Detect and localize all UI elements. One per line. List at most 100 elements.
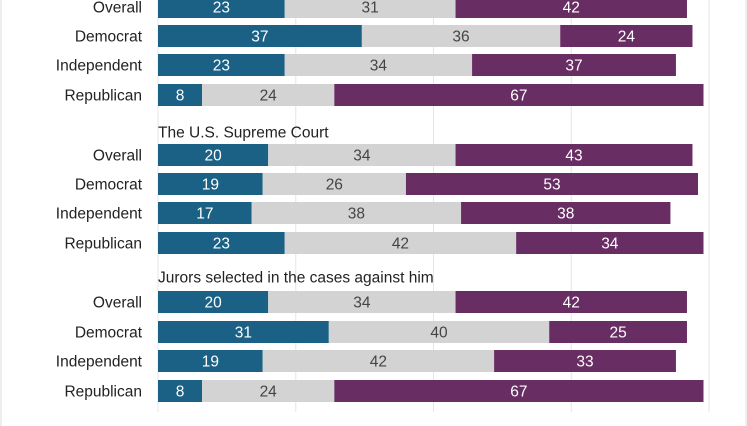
data-label: 24: [260, 384, 278, 401]
data-label: 26: [326, 177, 343, 194]
data-label: 19: [202, 177, 219, 194]
panel-title: Jurors selected in the cases against him: [158, 270, 434, 287]
data-label: 31: [235, 325, 252, 342]
bar-segment: [158, 291, 269, 313]
row-label: Republican: [64, 88, 142, 105]
bar-row: Independent 17 38 38: [56, 202, 671, 224]
bar-row: Republican 8 24 67: [64, 84, 704, 106]
bar-segment: [202, 84, 335, 106]
bar-segment: [158, 0, 285, 18]
bar-segment: [158, 54, 285, 76]
bar-row: Democrat 19 26 53: [75, 173, 698, 195]
data-label: 20: [204, 148, 222, 165]
bar-segment: [158, 380, 203, 402]
bar-segment: [158, 202, 252, 224]
bar-segment: [262, 173, 406, 195]
data-label: 38: [557, 206, 574, 223]
data-label: 53: [543, 177, 560, 194]
row-label: Overall: [93, 148, 142, 165]
bar-segment: [461, 202, 671, 224]
data-label: 24: [618, 29, 636, 46]
bar-segment: [158, 84, 203, 106]
data-label: 34: [353, 295, 371, 312]
row-label: Independent: [56, 206, 143, 223]
data-label: 34: [353, 148, 371, 165]
data-label: 36: [452, 29, 469, 46]
panel-title: The U.S. Supreme Court: [158, 125, 329, 142]
row-label: Independent: [56, 354, 143, 371]
bar-segment: [158, 144, 269, 166]
bar-segment: [334, 380, 704, 402]
bar-row: Independent 23 34 37: [56, 54, 676, 76]
data-label: 42: [563, 295, 580, 312]
bar-segment: [328, 321, 550, 343]
data-label: 24: [260, 88, 278, 105]
bar-row: Republican 8 24 67: [64, 380, 704, 402]
bar-segment: [455, 0, 687, 18]
row-label: Republican: [64, 236, 142, 253]
data-label: 67: [510, 88, 527, 105]
bar-segment: [158, 321, 329, 343]
bar-segment: [361, 25, 561, 47]
row-label: Democrat: [75, 29, 143, 46]
data-label: 67: [510, 384, 527, 401]
bar-segment: [549, 321, 687, 343]
bar-row: Republican 23 42 34: [64, 232, 704, 254]
bar-row: Independent 19 42 33: [56, 350, 676, 372]
data-label: 33: [576, 354, 593, 371]
panel: The U.S. Supreme Court Overall 20 34 43 Democ…: [56, 125, 704, 254]
data-label: 23: [213, 0, 230, 17]
row-label: Democrat: [75, 177, 143, 194]
bar-segment: [284, 232, 517, 254]
bar-segment: [405, 173, 698, 195]
x-tick-label: 75: [563, 424, 580, 426]
data-label: 37: [565, 58, 582, 75]
data-label: 34: [370, 58, 388, 75]
row-label: Overall: [93, 0, 142, 17]
bar-segment: [494, 350, 676, 372]
row-label: Republican: [64, 384, 142, 401]
bar-segment: [158, 350, 263, 372]
data-label: 34: [601, 236, 619, 253]
data-label: 17: [196, 206, 213, 223]
data-label: 43: [565, 148, 582, 165]
data-label: 42: [392, 236, 409, 253]
x-tick-label: 25: [287, 424, 304, 426]
bar-row: Overall 20 34 43: [93, 144, 693, 166]
data-label: 25: [609, 325, 626, 342]
data-label: 31: [362, 0, 379, 17]
bar-segment: [455, 144, 693, 166]
bar-segment: [284, 0, 456, 18]
bar-segment: [334, 84, 704, 106]
data-label: 42: [563, 0, 580, 17]
bar-segment: [455, 291, 687, 313]
x-axis: 0 25 50 75 100%: [154, 424, 729, 426]
bar-segment: [158, 25, 362, 47]
panel: Overall 23 31 42 Democrat 37 36 24 Independent 23…: [56, 0, 704, 106]
bar-row: Democrat 37 36 24: [75, 25, 693, 47]
bar-segment: [560, 25, 693, 47]
data-label: 37: [251, 29, 268, 46]
row-label: Independent: [56, 58, 143, 75]
bar-segment: [268, 144, 456, 166]
bar-segment: [202, 380, 335, 402]
bar-segment: [158, 232, 285, 254]
row-label: Democrat: [75, 325, 143, 342]
chart-panels: Overall 23 31 42 Democrat 37 36 24 Independent 23…: [56, 0, 704, 402]
data-label: 38: [348, 206, 365, 223]
bar-segment: [262, 350, 495, 372]
x-tick-label: 100%: [689, 424, 729, 426]
bar-segment: [284, 54, 473, 76]
bar-row: Democrat 31 40 25: [75, 321, 687, 343]
row-label: Overall: [93, 295, 142, 312]
data-label: 8: [176, 384, 185, 401]
bar-segment: [158, 173, 263, 195]
panel: Jurors selected in the cases against him…: [56, 270, 704, 402]
data-label: 23: [213, 58, 230, 75]
bar-row: Overall 20 34 42: [93, 291, 687, 313]
data-label: 40: [430, 325, 448, 342]
bar-row: Overall 23 31 42: [93, 0, 687, 18]
data-label: 42: [370, 354, 387, 371]
x-tick-label: 50: [425, 424, 443, 426]
